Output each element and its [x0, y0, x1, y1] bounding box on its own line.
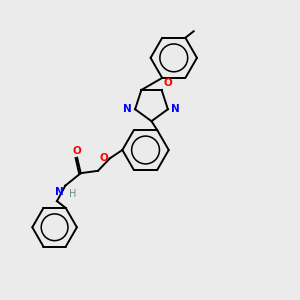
Text: O: O — [99, 153, 108, 163]
Text: O: O — [164, 78, 173, 88]
Text: H: H — [69, 189, 76, 199]
Text: N: N — [55, 187, 64, 197]
Text: N: N — [123, 104, 132, 114]
Text: O: O — [73, 146, 82, 156]
Text: N: N — [171, 104, 180, 114]
